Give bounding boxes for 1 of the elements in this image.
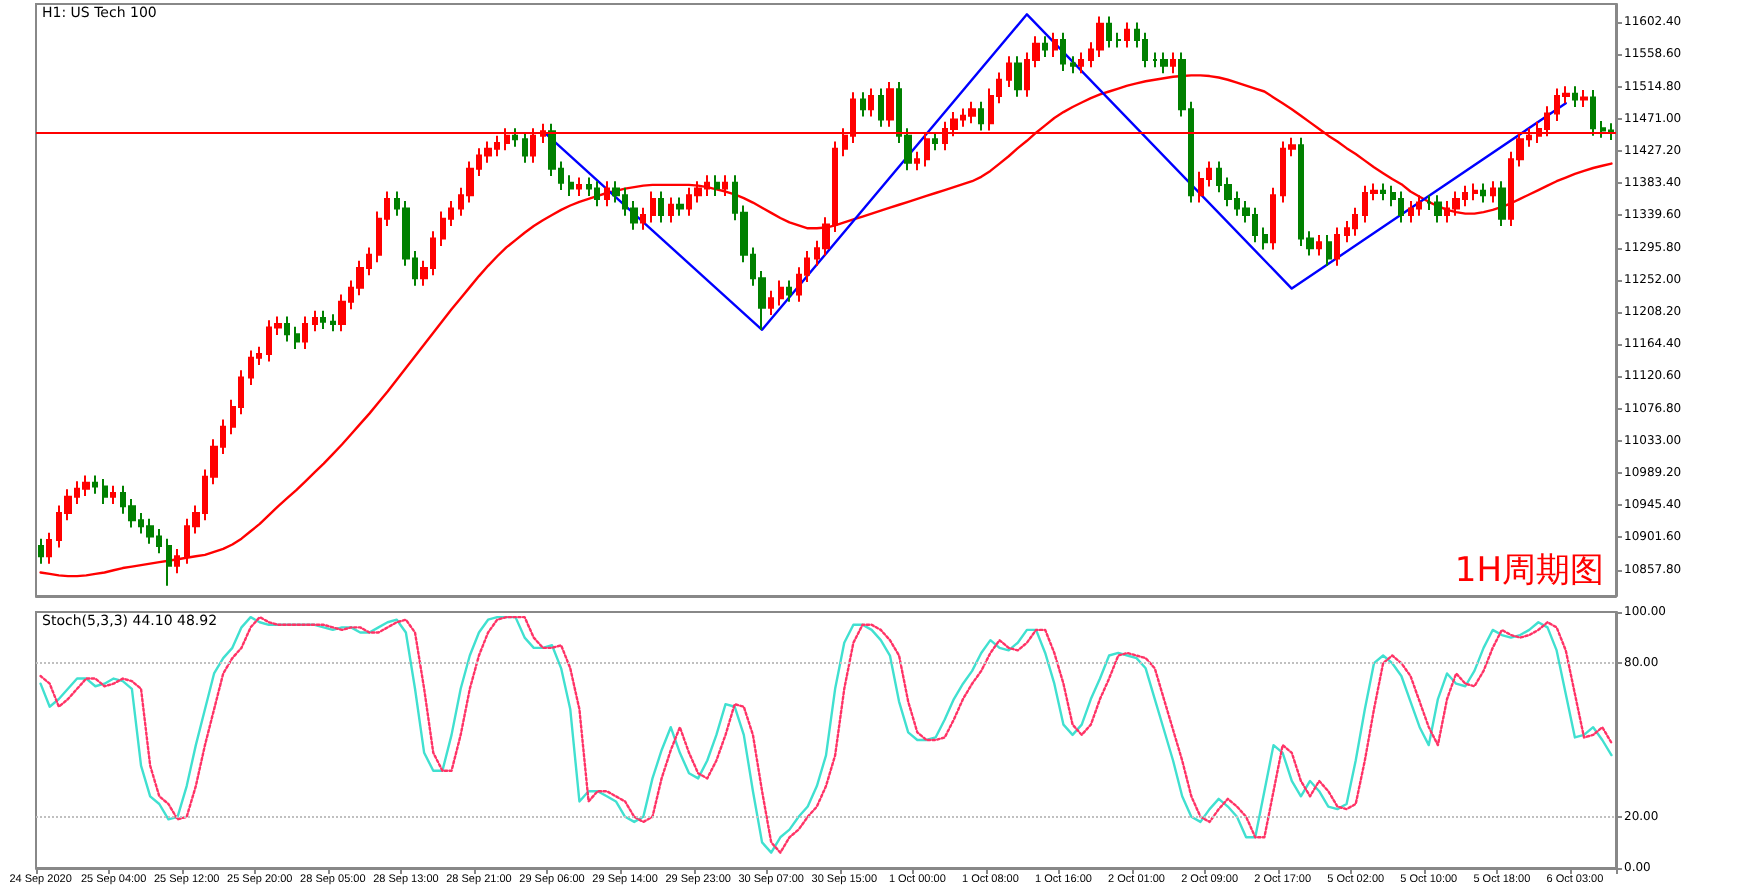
annotation: 1H周期图 (1454, 551, 1605, 591)
